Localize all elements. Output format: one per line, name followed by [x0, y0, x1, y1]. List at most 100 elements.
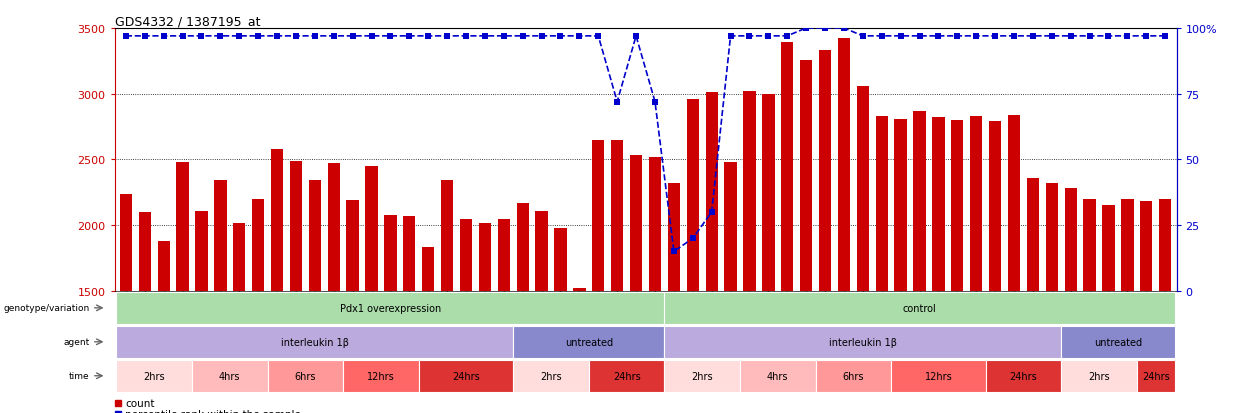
Text: agent: agent: [63, 337, 90, 347]
Bar: [1159, 199, 1172, 413]
Bar: [1027, 178, 1040, 413]
Text: 6hrs: 6hrs: [295, 371, 316, 381]
Text: interleukin 1β: interleukin 1β: [281, 337, 349, 347]
Bar: [138, 212, 151, 413]
Text: genotype/variation: genotype/variation: [4, 304, 90, 313]
Bar: [459, 219, 472, 413]
Bar: [290, 161, 303, 413]
Bar: [517, 203, 529, 413]
Text: GDS4332 / 1387195_at: GDS4332 / 1387195_at: [115, 15, 260, 28]
Bar: [1102, 206, 1114, 413]
Bar: [894, 119, 906, 413]
Bar: [271, 150, 283, 413]
Bar: [1061, 326, 1174, 358]
Text: untreated: untreated: [565, 337, 613, 347]
Bar: [1137, 360, 1174, 392]
Text: Pdx1 overexpression: Pdx1 overexpression: [340, 303, 441, 313]
Bar: [801, 60, 812, 413]
Text: 2hrs: 2hrs: [143, 371, 166, 381]
Bar: [891, 360, 986, 392]
Bar: [875, 117, 888, 413]
Bar: [611, 140, 624, 413]
Text: 4hrs: 4hrs: [219, 371, 240, 381]
Bar: [649, 157, 661, 413]
Bar: [1008, 116, 1020, 413]
Text: 24hrs: 24hrs: [613, 371, 640, 381]
Text: control: control: [903, 303, 936, 313]
Bar: [214, 181, 227, 413]
Bar: [120, 194, 132, 413]
Text: interleukin 1β: interleukin 1β: [829, 337, 896, 347]
Bar: [725, 163, 737, 413]
Bar: [1122, 199, 1133, 413]
Bar: [117, 326, 513, 358]
Bar: [344, 360, 418, 392]
Bar: [158, 241, 169, 413]
Bar: [989, 122, 1001, 413]
Bar: [513, 360, 589, 392]
Bar: [762, 95, 774, 413]
Bar: [1083, 199, 1096, 413]
Text: 2hrs: 2hrs: [1088, 371, 1109, 381]
Text: 24hrs: 24hrs: [452, 371, 479, 381]
Bar: [781, 43, 793, 413]
Bar: [403, 216, 416, 413]
Bar: [857, 87, 869, 413]
Bar: [513, 326, 665, 358]
Bar: [667, 184, 680, 413]
Bar: [665, 292, 1174, 324]
Bar: [365, 166, 377, 413]
Text: 6hrs: 6hrs: [843, 371, 864, 381]
Bar: [418, 360, 513, 392]
Bar: [1064, 189, 1077, 413]
Bar: [479, 223, 491, 413]
Bar: [535, 211, 548, 413]
Bar: [914, 112, 926, 413]
Bar: [385, 215, 397, 413]
Bar: [327, 164, 340, 413]
Bar: [665, 360, 740, 392]
Bar: [740, 360, 815, 392]
Bar: [951, 121, 964, 413]
Bar: [573, 289, 585, 413]
Bar: [233, 223, 245, 413]
Bar: [1140, 202, 1153, 413]
Bar: [838, 39, 850, 413]
Bar: [1061, 360, 1137, 392]
Bar: [630, 156, 642, 413]
Text: 2hrs: 2hrs: [691, 371, 713, 381]
Text: 12hrs: 12hrs: [925, 371, 952, 381]
Bar: [589, 360, 665, 392]
Text: 24hrs: 24hrs: [1142, 371, 1169, 381]
Bar: [346, 201, 359, 413]
Text: time: time: [68, 371, 90, 380]
Bar: [665, 326, 1061, 358]
Bar: [554, 228, 566, 413]
Text: percentile rank within the sample: percentile rank within the sample: [124, 409, 301, 413]
Text: untreated: untreated: [1094, 337, 1142, 347]
Text: count: count: [124, 398, 154, 408]
Bar: [986, 360, 1061, 392]
Bar: [706, 93, 718, 413]
Bar: [441, 181, 453, 413]
Bar: [593, 140, 604, 413]
Text: 2hrs: 2hrs: [540, 371, 561, 381]
Text: 12hrs: 12hrs: [367, 371, 395, 381]
Bar: [177, 163, 189, 413]
Bar: [251, 199, 264, 413]
Bar: [192, 360, 268, 392]
Bar: [819, 51, 832, 413]
Bar: [687, 100, 698, 413]
Bar: [815, 360, 891, 392]
Bar: [268, 360, 344, 392]
Bar: [309, 181, 321, 413]
Bar: [498, 219, 510, 413]
Bar: [422, 248, 435, 413]
Text: 4hrs: 4hrs: [767, 371, 788, 381]
Text: 24hrs: 24hrs: [1010, 371, 1037, 381]
Bar: [117, 292, 665, 324]
Bar: [117, 360, 192, 392]
Bar: [1046, 184, 1058, 413]
Bar: [970, 117, 982, 413]
Bar: [743, 92, 756, 413]
